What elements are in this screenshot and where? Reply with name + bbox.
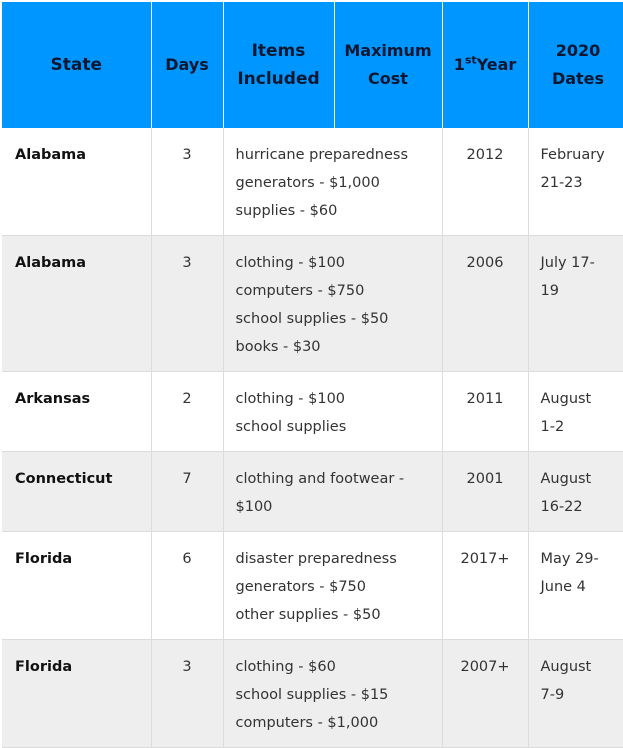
cell-first-year: 2006	[442, 236, 528, 372]
item-line: school supplies - $15	[236, 681, 430, 709]
date-line: 1-2	[541, 413, 616, 441]
cell-days: 7	[151, 452, 223, 532]
date-line: June 4	[541, 573, 616, 601]
cell-first-year: 2012	[442, 128, 528, 236]
item-line: clothing - $100	[236, 249, 430, 277]
header-first-year: 1stYear	[442, 2, 528, 128]
cell-days: 3	[151, 640, 223, 748]
date-line: May 29-	[541, 545, 616, 573]
item-line: computers - $750	[236, 277, 430, 305]
cell-dates: May 29-June 4	[528, 532, 623, 640]
date-line: 21-23	[541, 169, 616, 197]
cell-dates: July 17-19	[528, 236, 623, 372]
table-header: State Days Items Included Maximum Cost 1…	[2, 2, 623, 128]
date-line: 19	[541, 277, 616, 305]
cell-days: 3	[151, 128, 223, 236]
cell-state: Alabama	[2, 236, 151, 372]
cell-items-included: clothing and footwear -$100	[223, 452, 442, 532]
item-line: clothing - $100	[236, 385, 430, 413]
date-line: August	[541, 653, 616, 681]
cell-state: Arkansas	[2, 372, 151, 452]
cell-state: Florida	[2, 532, 151, 640]
first-year-word: Year	[477, 55, 517, 74]
cell-state: Connecticut	[2, 452, 151, 532]
first-year-number: 1	[454, 55, 465, 74]
item-line: $100	[236, 493, 430, 521]
dates-header-line1: 2020	[529, 37, 623, 65]
cell-first-year: 2001	[442, 452, 528, 532]
cell-first-year: 2007+	[442, 640, 528, 748]
item-line: school supplies - $50	[236, 305, 430, 333]
item-line: hurricane preparedness	[236, 141, 430, 169]
item-line: disaster preparedness	[236, 545, 430, 573]
cell-state: Florida	[2, 640, 151, 748]
dates-header-line2: Dates	[529, 65, 623, 93]
item-line: generators - $750	[236, 573, 430, 601]
item-line: clothing and footwear -	[236, 465, 430, 493]
cell-first-year: 2017+	[442, 532, 528, 640]
date-line: August	[541, 465, 616, 493]
cell-state: Alabama	[2, 128, 151, 236]
date-line: August	[541, 385, 616, 413]
item-line: clothing - $60	[236, 653, 430, 681]
date-line: July 17-	[541, 249, 616, 277]
date-line: 16-22	[541, 493, 616, 521]
item-line: generators - $1,000	[236, 169, 430, 197]
date-line: 7-9	[541, 681, 616, 709]
item-line: other supplies - $50	[236, 601, 430, 629]
cell-days: 3	[151, 236, 223, 372]
item-line: computers - $1,000	[236, 709, 430, 737]
item-line: books - $30	[236, 333, 430, 361]
cell-days: 6	[151, 532, 223, 640]
cell-days: 2	[151, 372, 223, 452]
item-line: supplies - $60	[236, 197, 430, 225]
header-items-included: Items Included	[223, 2, 334, 128]
date-line: February	[541, 141, 616, 169]
header-maximum-cost: Maximum Cost	[334, 2, 442, 128]
first-year-superscript: st	[465, 54, 477, 67]
cell-first-year: 2011	[442, 372, 528, 452]
header-days: Days	[151, 2, 223, 128]
header-state: State	[2, 2, 151, 128]
item-line: school supplies	[236, 413, 430, 441]
